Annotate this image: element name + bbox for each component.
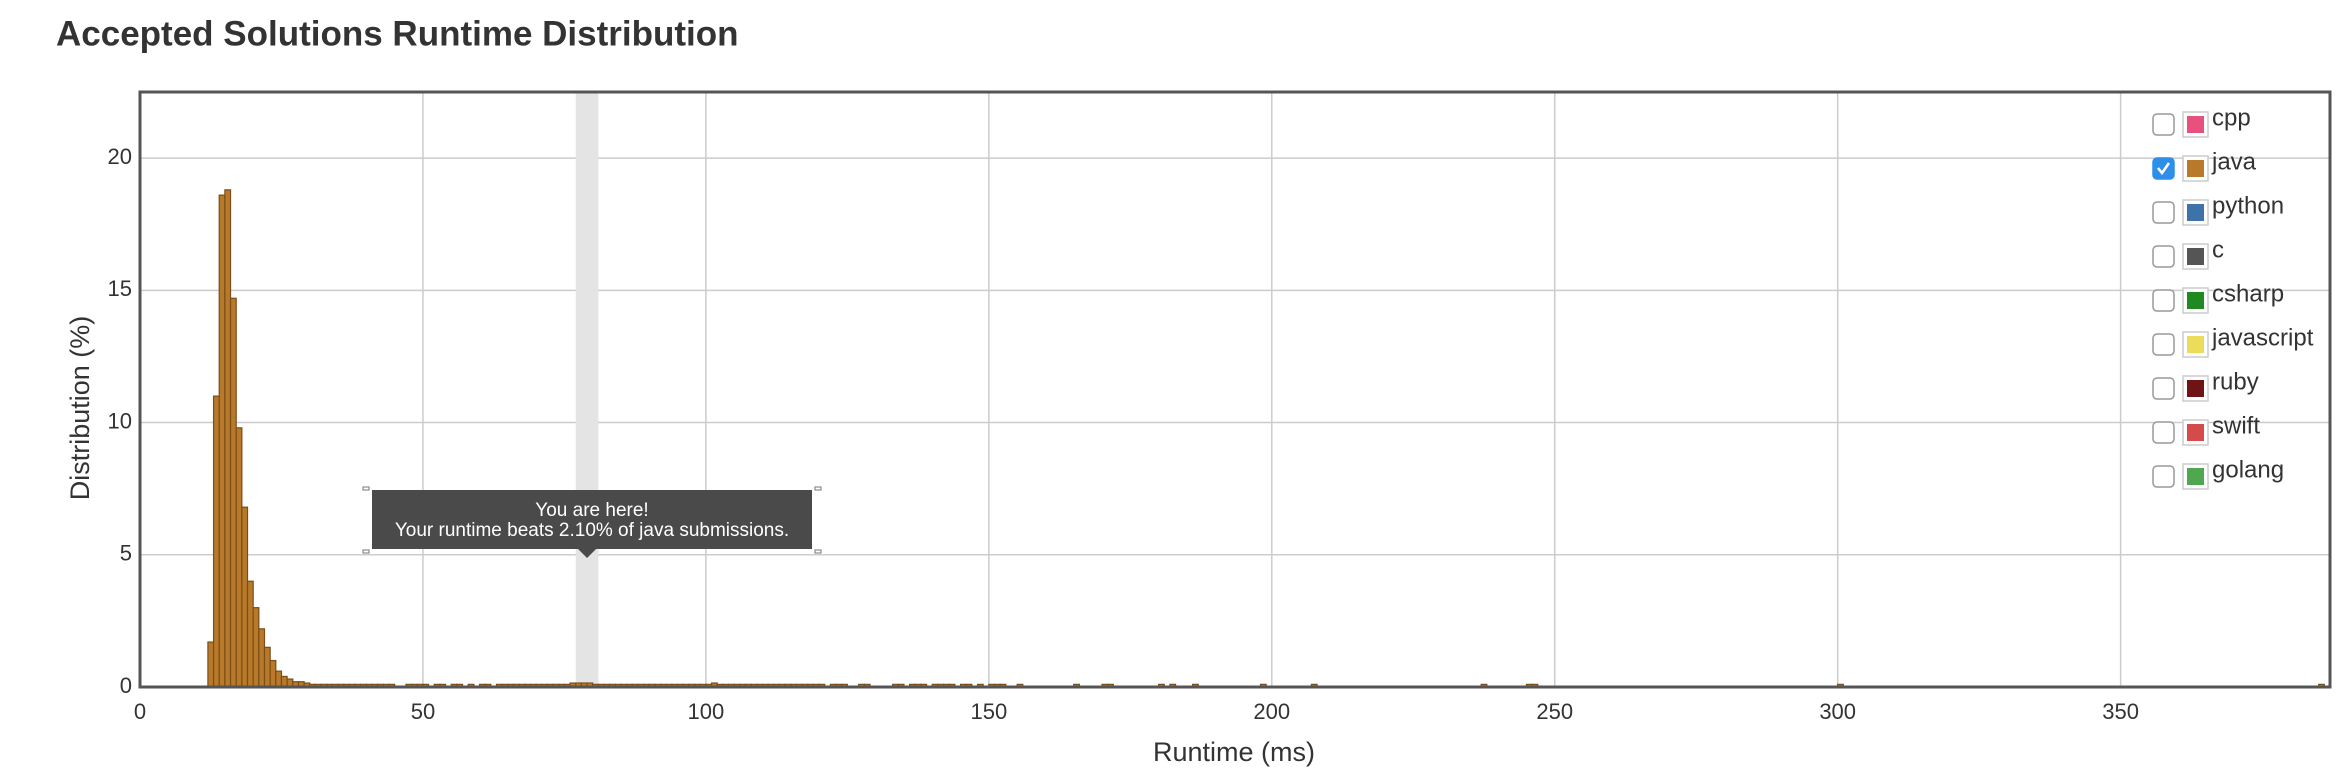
legend-item[interactable]: swift [2152,412,2260,446]
y-tick-label: 5 [120,541,132,566]
bar [263,646,271,688]
legend-item[interactable]: c [2152,236,2224,270]
legend-item[interactable]: golang [2152,456,2284,490]
legend-checkbox[interactable] [2152,113,2175,136]
bar [275,670,283,688]
x-tick-label: 150 [970,699,1007,724]
y-axis-title: Distribution (%) [65,316,95,501]
plot-frame [138,90,2332,689]
legend-checkbox[interactable] [2152,245,2175,268]
legend-swatch [2187,336,2204,353]
tooltip-box [372,490,812,549]
legend-swatch [2187,380,2204,397]
legend-swatch [2187,424,2204,441]
legend-swatch [2187,468,2204,485]
legend-label: c [2212,236,2224,263]
bar [218,194,226,688]
legend-label: java [2211,148,2257,175]
legend-item[interactable]: java [2152,148,2257,182]
legend-checkbox[interactable] [2152,377,2175,400]
tooltip-text: You are here! [535,500,648,521]
legend-swatch [2187,160,2204,177]
legend-checkbox[interactable] [2152,289,2175,312]
legend-item[interactable]: python [2152,192,2284,226]
legend-check [2157,162,2171,176]
bar [224,189,232,688]
legend-item[interactable]: cpp [2152,104,2251,138]
legend-swatch [2187,248,2204,265]
x-tick-label: 100 [688,699,725,724]
legend-item[interactable]: javascript [2152,324,2314,358]
bar [241,506,249,688]
x-tick-label: 200 [1253,699,1290,724]
x-axis-title: Runtime (ms) [1153,737,1315,767]
x-tick-label: 350 [2102,699,2139,724]
bar [212,395,220,688]
legend-checkbox[interactable] [2152,201,2175,224]
y-tick-label: 10 [108,408,132,433]
y-tick-label: 15 [108,276,132,301]
tooltip-text: Your runtime beats 2.10% of java submiss… [395,520,789,541]
tooltip-arrow [578,549,597,558]
y-tick-label: 0 [120,673,132,698]
legend-checkbox[interactable] [2152,421,2175,444]
tooltip-handle [362,486,370,491]
bar [258,628,266,688]
x-tick-label: 250 [1536,699,1573,724]
legend-swatch [2187,204,2204,221]
legend-label: csharp [2212,280,2284,307]
legend-swatch [2187,116,2204,133]
x-tick-label: 0 [134,699,146,724]
legend-item[interactable]: ruby [2152,368,2259,402]
bar [207,641,215,688]
legend-checkbox[interactable] [2152,157,2175,180]
y-tick-label: 20 [108,144,132,169]
legend-label: python [2212,192,2284,219]
legend-label: cpp [2212,104,2251,131]
legend-label: javascript [2211,324,2314,351]
legend-label: ruby [2212,368,2259,395]
legend-swatch [2187,292,2204,309]
bar [269,659,277,688]
legend-label: golang [2212,456,2284,483]
tooltip-handle [814,486,822,491]
legend-checkbox[interactable] [2152,465,2175,488]
legend-label: swift [2212,412,2260,439]
bar [246,580,254,688]
tooltip-handle [814,549,822,554]
legend-checkbox[interactable] [2152,333,2175,356]
x-tick-label: 300 [1819,699,1856,724]
bar [280,675,288,688]
chart-title: Accepted Solutions Runtime Distribution [56,14,739,53]
bar [235,427,243,688]
bar [229,297,237,688]
x-tick-label: 50 [411,699,435,724]
tooltip-handle [362,549,370,554]
legend-item[interactable]: csharp [2152,280,2284,314]
bar [252,607,260,688]
highlight-band [575,92,599,687]
